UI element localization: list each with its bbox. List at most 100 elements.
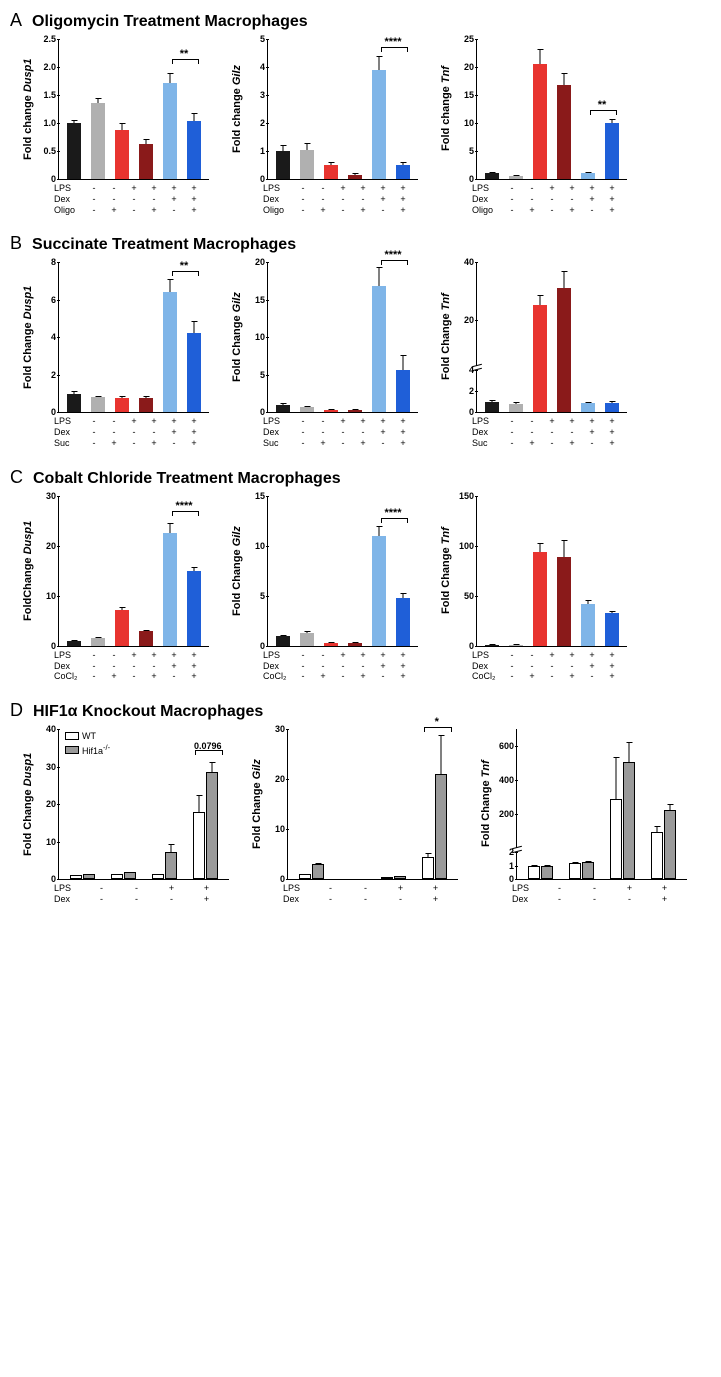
plot-area: ****	[267, 39, 418, 180]
bar-group	[70, 874, 95, 879]
cond-cell: -	[87, 650, 101, 661]
cond-cell: +	[585, 183, 599, 194]
cond-cell: -	[505, 205, 519, 216]
y-tick: 0.5	[43, 146, 56, 156]
cond-label: Suc	[263, 438, 293, 449]
bar	[91, 638, 105, 646]
cond-cell: +	[585, 427, 599, 438]
y-tick: 2	[51, 370, 56, 380]
y-axis-label: Fold change Gilz	[229, 39, 245, 179]
y-tick: 10	[46, 837, 56, 847]
y-tick: 10	[255, 541, 265, 551]
bar	[372, 286, 386, 412]
y-tick: 5	[260, 370, 265, 380]
cond-cell: -	[565, 661, 579, 672]
cond-cell: -	[316, 416, 330, 427]
y-tick: 6	[51, 295, 56, 305]
cond-label: Dex	[54, 194, 84, 205]
y-tick: 5	[260, 34, 265, 44]
cond-cell: +	[167, 416, 181, 427]
bar	[485, 173, 499, 179]
bar-group	[422, 774, 447, 879]
cond-cell: +	[107, 205, 121, 216]
cond-cell: -	[147, 661, 161, 672]
bar	[557, 557, 571, 646]
y-axis-label: Fold Change Dusp1	[20, 262, 36, 412]
cond-label: Dex	[283, 894, 313, 905]
panel-title: Cobalt Chloride Treatment Macrophages	[33, 470, 341, 488]
y-tick: 5	[469, 146, 474, 156]
cond-label: Dex	[263, 194, 293, 205]
cond-label: CoCl₂	[54, 671, 84, 682]
bar	[312, 864, 324, 879]
chart: Fold change Gilz012345****LPS--++++Dex--…	[229, 39, 418, 215]
cond-cell: +	[429, 894, 443, 905]
cond-cell: -	[585, 671, 599, 682]
cond-cell: +	[545, 416, 559, 427]
cond-cell: +	[167, 183, 181, 194]
y-tick: 20	[464, 315, 474, 325]
plot-area: **	[58, 39, 209, 180]
bar	[372, 536, 386, 646]
y-tick: 10	[275, 824, 285, 834]
bar	[115, 398, 129, 412]
y-tick: 4	[260, 62, 265, 72]
bar	[557, 85, 571, 179]
bar	[509, 176, 523, 179]
condition-table: LPS--++Dex---+	[283, 883, 453, 905]
y-tick: 4	[51, 332, 56, 342]
plot-area: ****	[267, 496, 418, 647]
cond-cell: -	[95, 883, 109, 894]
y-tick: 8	[51, 257, 56, 267]
cond-cell: +	[107, 671, 121, 682]
cond-cell: -	[87, 427, 101, 438]
cond-cell: +	[545, 650, 559, 661]
cond-cell: +	[187, 183, 201, 194]
y-tick: 0	[260, 174, 265, 184]
condition-table: LPS--++++Dex----++Suc-+-+-+	[54, 416, 204, 448]
cond-cell: -	[87, 205, 101, 216]
bar	[165, 852, 177, 879]
cond-cell: +	[187, 438, 201, 449]
panel-C: CCobalt Chloride Treatment MacrophagesFo…	[10, 467, 711, 682]
condition-table: LPS--++++Dex----++Oligo-+-+-+	[54, 183, 204, 215]
plot-area: 0.0796WTHif1a-/-	[58, 729, 229, 880]
y-tick: 0	[260, 641, 265, 651]
panel-letter: B	[10, 233, 22, 254]
chart: Fold Change Gilz0102030*LPS--++Dex---+	[249, 729, 458, 905]
bar	[509, 404, 523, 412]
cond-cell: -	[588, 883, 602, 894]
chart: Fold change Tnf0510152025**LPS--++++Dex-…	[438, 39, 627, 215]
bar	[569, 863, 581, 879]
cond-cell: -	[336, 661, 350, 672]
cond-cell: +	[167, 661, 181, 672]
bar	[206, 772, 218, 879]
cond-cell: -	[296, 205, 310, 216]
cond-cell: -	[127, 194, 141, 205]
panel-B: B Succinate Treatment Macrophages Fold Cha…	[10, 233, 711, 448]
cond-cell: -	[359, 894, 373, 905]
cond-label: CoCl₂	[263, 671, 293, 682]
cond-cell: -	[505, 183, 519, 194]
bar	[541, 866, 553, 880]
bar	[163, 292, 177, 412]
y-tick: 40	[46, 724, 56, 734]
cond-label: CoCl₂	[472, 671, 502, 682]
cond-cell: +	[187, 650, 201, 661]
bar	[581, 403, 595, 412]
cond-cell: +	[147, 416, 161, 427]
panel-title: Succinate Treatment Macrophages	[32, 236, 296, 254]
cond-cell: +	[187, 205, 201, 216]
y-tick: 15	[464, 90, 474, 100]
bar	[193, 812, 205, 880]
bar	[422, 857, 434, 880]
condition-table: LPS--++++Dex----++CoCl₂-+-+-+	[472, 650, 622, 682]
cond-cell: -	[525, 650, 539, 661]
cond-cell: -	[505, 671, 519, 682]
bar	[557, 288, 571, 412]
cond-cell: +	[147, 671, 161, 682]
bar	[605, 613, 619, 646]
y-tick: 0	[51, 174, 56, 184]
cond-cell: -	[316, 183, 330, 194]
cond-cell: -	[585, 438, 599, 449]
